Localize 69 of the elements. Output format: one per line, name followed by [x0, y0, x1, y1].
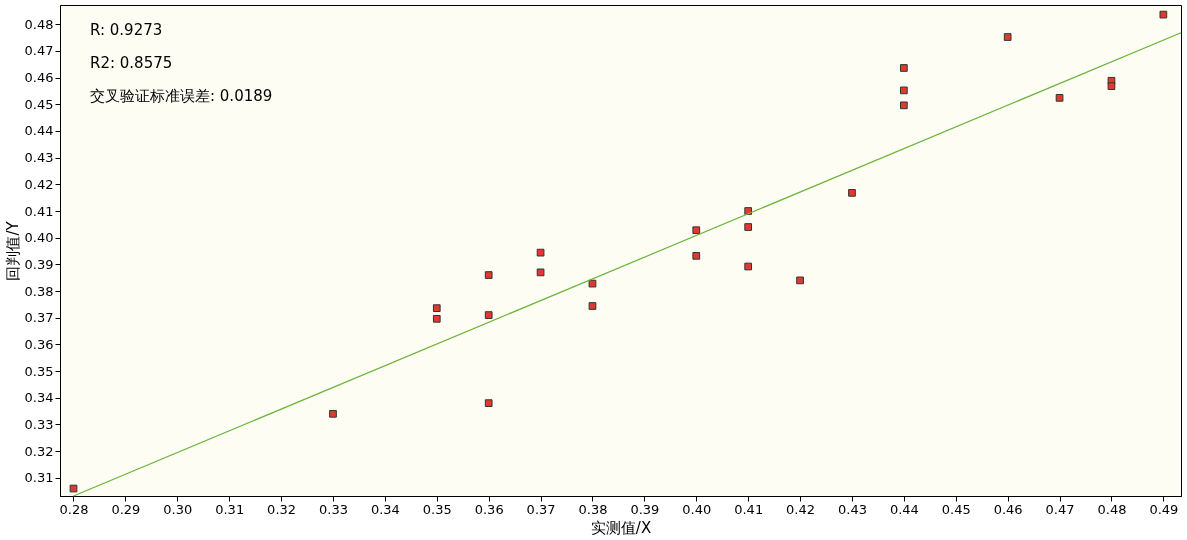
y-tick-label: 0.37 [24, 310, 54, 326]
x-tick-label: 0.37 [526, 501, 556, 517]
y-tick-label: 0.35 [24, 363, 54, 379]
y-tick-label: 0.41 [24, 203, 54, 219]
point [1003, 33, 1012, 41]
x-tick-label: 0.38 [578, 501, 608, 517]
y-tick-label: 0.33 [24, 416, 54, 432]
annotation: R: 0.9273 [90, 21, 163, 39]
point [1159, 10, 1168, 19]
point [848, 189, 856, 197]
x-tick-label: 0.36 [474, 501, 504, 517]
point [588, 302, 597, 310]
x-tick-label: 0.41 [734, 501, 764, 517]
y-tick-label: 0.32 [24, 443, 54, 459]
point [1107, 82, 1116, 90]
x-tick-label: 0.29 [111, 501, 141, 517]
y-tick-label: 0.38 [24, 283, 54, 299]
x-tick-label: 0.30 [163, 501, 193, 517]
y-tick-label: 0.47 [24, 43, 54, 59]
x-tick-label: 0.46 [993, 501, 1023, 517]
point [329, 409, 337, 418]
x-tick-label: 0.28 [59, 501, 89, 517]
y-tick-label: 0.40 [24, 230, 54, 246]
annotation: 交叉验证标准误差: 0.0189 [90, 87, 273, 105]
x-tick-label: 0.33 [319, 501, 348, 517]
y-tick-label: 0.43 [24, 150, 54, 166]
x-tick-label: 0.34 [370, 501, 400, 517]
annotation: R2: 0.8575 [90, 54, 173, 72]
y-tick-label: 0.34 [24, 390, 54, 406]
y-tick-label: 0.46 [24, 70, 54, 86]
point [69, 484, 78, 493]
y-tick-label: 0.48 [24, 16, 54, 32]
point [796, 276, 804, 285]
point [900, 101, 908, 110]
point [692, 226, 701, 235]
y-tick-label: 0.45 [24, 96, 54, 112]
y-tick-label: 0.39 [24, 256, 54, 272]
x-tick-label: 0.35 [422, 501, 452, 517]
y-tick-label: 0.42 [24, 176, 54, 192]
x-tick-label: 0.47 [1045, 501, 1075, 517]
y-tick-label: 0.31 [24, 470, 54, 486]
point [692, 251, 701, 260]
point [1055, 94, 1064, 102]
y-axis-title: 回判值/Y [3, 220, 22, 281]
point [588, 279, 597, 288]
x-tick-label: 0.31 [215, 501, 245, 517]
point [536, 248, 545, 257]
x-tick-label: 0.44 [889, 501, 919, 517]
x-tick-label: 0.32 [267, 501, 297, 517]
point [432, 304, 441, 312]
point [484, 271, 493, 279]
x-tick-label: 0.40 [682, 501, 712, 517]
y-tick-label: 0.36 [24, 336, 54, 352]
y-tick-label: 0.44 [24, 123, 54, 139]
point [900, 64, 908, 72]
x-tick-label: 0.49 [1149, 501, 1179, 517]
x-axis-title: 实测值/X [590, 518, 652, 537]
point [432, 314, 441, 323]
point [744, 223, 753, 231]
point [744, 262, 753, 271]
x-tick-label: 0.42 [786, 501, 816, 517]
x-tick-label: 0.43 [837, 501, 867, 517]
point [536, 268, 545, 277]
point [900, 86, 908, 95]
point [484, 399, 493, 407]
x-tick-label: 0.45 [941, 501, 971, 517]
x-tick-label: 0.48 [1097, 501, 1127, 517]
point [484, 311, 493, 319]
x-tick-label: 0.39 [630, 501, 660, 517]
